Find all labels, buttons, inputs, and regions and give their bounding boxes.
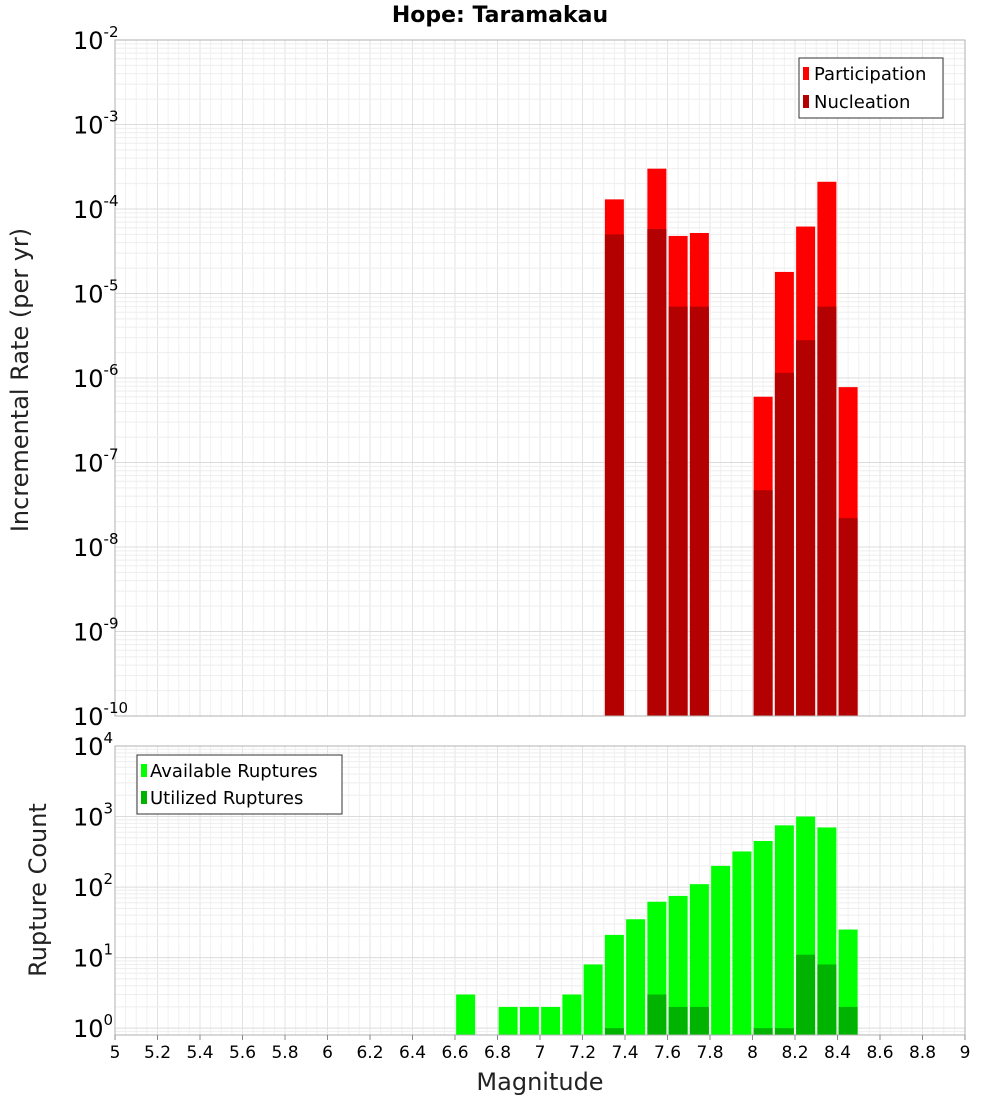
top-y-axis-label: Incremental Rate (per yr)	[6, 228, 34, 532]
x-tick-label: 5	[110, 1043, 121, 1063]
x-tick-label: 7.4	[611, 1043, 638, 1063]
bar-nucleation	[774, 372, 794, 716]
legend-label-available: Available Ruptures	[150, 761, 318, 782]
x-axis: 5 5.2 5.4 5.6 5.8 6 6.2 6.4 6.6 6.8 7 7.2 7.4 7.6 7.8 8…	[110, 1035, 971, 1063]
legend-label-nucleation: Nucleation	[814, 92, 910, 113]
bar-available-ruptures	[774, 825, 794, 1035]
bar-nucleation	[817, 306, 837, 716]
bar-available-ruptures	[456, 994, 476, 1035]
y-tick-label: 10-7	[73, 446, 119, 478]
y-tick-label: 10-4	[73, 192, 119, 224]
bar-utilized-ruptures	[647, 994, 667, 1035]
plot-frame	[114, 39, 966, 717]
bar-available-ruptures	[604, 934, 624, 1035]
y-tick-label: 10-6	[73, 361, 119, 393]
bar-available-ruptures	[668, 895, 688, 1035]
y-tick-label: 10-3	[73, 108, 119, 140]
bar-nucleation	[668, 306, 688, 716]
x-tick-label: 8.6	[866, 1043, 893, 1063]
legend-swatch-participation	[803, 67, 809, 80]
x-tick-label: 5.6	[229, 1043, 256, 1063]
legend-label-utilized: Utilized Ruptures	[150, 788, 303, 809]
y-tick-label: 100	[73, 1011, 113, 1043]
x-tick-label: 5.2	[144, 1043, 171, 1063]
bar-utilized-ruptures	[774, 1028, 794, 1035]
bar-utilized-ruptures	[796, 954, 816, 1035]
bar-available-ruptures	[562, 994, 582, 1035]
y-tick-label: 10-2	[73, 23, 119, 55]
x-tick-label: 6	[322, 1043, 333, 1063]
bar-available-ruptures	[732, 851, 752, 1035]
bar-utilized-ruptures	[668, 1006, 688, 1035]
x-tick-label: 6.8	[484, 1043, 511, 1063]
x-tick-label: 9	[960, 1043, 971, 1063]
bar-utilized-ruptures	[689, 1006, 709, 1035]
bar-nucleation	[753, 490, 773, 716]
x-tick-label: 5.4	[186, 1043, 213, 1063]
x-tick-label: 7	[535, 1043, 546, 1063]
bar-available-ruptures	[583, 964, 603, 1035]
y-tick-label: 10-5	[73, 277, 119, 309]
bar-nucleation	[647, 228, 667, 716]
legend-swatch-utilized	[141, 791, 147, 804]
bar-available-ruptures	[626, 919, 646, 1035]
bar-utilized-ruptures	[817, 964, 837, 1035]
x-tick-label: 7.2	[569, 1043, 596, 1063]
bar-nucleation	[796, 340, 816, 716]
bottom-plot-panel: 100 101 102 103 104	[73, 729, 966, 1043]
top-legend: Participation Nucleation	[798, 57, 944, 119]
x-axis-label: Magnitude	[476, 1068, 603, 1096]
bar-nucleation	[604, 234, 624, 717]
x-tick-label: 5.8	[271, 1043, 298, 1063]
legend-label-participation: Participation	[814, 64, 926, 85]
y-tick-label: 10-10	[73, 699, 128, 731]
bar-available-ruptures	[541, 1006, 561, 1035]
legend-swatch-nucleation	[803, 95, 809, 108]
bar-available-ruptures	[689, 884, 709, 1035]
bottom-legend: Available Ruptures Utilized Ruptures	[136, 754, 343, 815]
x-tick-label: 6.4	[399, 1043, 426, 1063]
x-tick-label: 6.2	[356, 1043, 383, 1063]
bar-utilized-ruptures	[838, 1006, 858, 1035]
y-tick-label: 102	[73, 870, 113, 902]
legend-box	[798, 57, 944, 119]
x-tick-label: 7.6	[654, 1043, 681, 1063]
bar-utilized-ruptures	[604, 1028, 624, 1035]
x-tick-label: 8	[747, 1043, 758, 1063]
x-tick-label: 6.6	[441, 1043, 468, 1063]
chart-title: Hope: Taramakau	[392, 3, 608, 28]
x-tick-label: 8.8	[909, 1043, 936, 1063]
bar-available-ruptures	[753, 841, 773, 1035]
legend-box	[136, 754, 343, 815]
bottom-y-axis-label: Rupture Count	[24, 803, 52, 977]
x-tick-label: 7.8	[696, 1043, 723, 1063]
bar-utilized-ruptures	[753, 1028, 773, 1035]
y-tick-label: 104	[73, 729, 113, 761]
bar-nucleation	[838, 518, 858, 716]
bar-nucleation	[689, 306, 709, 716]
x-tick-label: 8.2	[781, 1043, 808, 1063]
bar-available-ruptures	[498, 1006, 518, 1035]
x-tick-label: 8.4	[824, 1043, 851, 1063]
y-tick-label: 101	[73, 941, 113, 973]
top-plot-panel: 10-10 10-9 10-8 10-7 10-6 10-5 10-4 10-3 10-2	[73, 23, 966, 731]
bar-available-ruptures	[519, 1006, 539, 1035]
y-tick-label: 10-8	[73, 530, 119, 562]
legend-swatch-available	[141, 764, 147, 777]
y-tick-label: 103	[73, 800, 113, 832]
bar-available-ruptures	[711, 865, 731, 1035]
y-tick-label: 10-9	[73, 615, 119, 647]
